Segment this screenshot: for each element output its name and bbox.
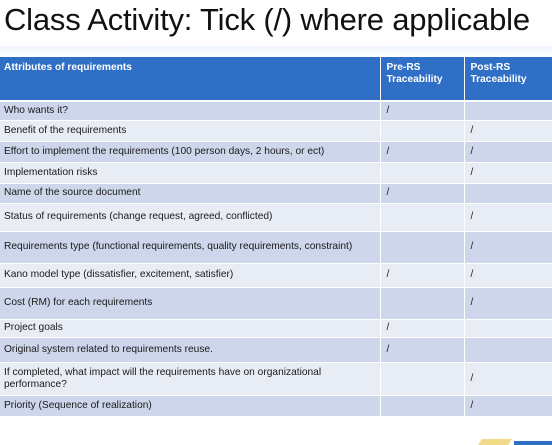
attribute-cell: Status of requirements (change request, … [0, 203, 381, 232]
attribute-cell: Name of the source document [0, 183, 381, 204]
pre-rs-tick: / [380, 263, 465, 288]
post-rs-tick: / [464, 395, 552, 417]
post-rs-tick [464, 183, 552, 204]
footer-accent-yellow [478, 439, 512, 445]
pre-rs-tick [380, 362, 465, 396]
requirements-table: Attributes of requirements Pre-RS Tracea… [0, 57, 552, 417]
attribute-cell: Priority (Sequence of realization) [0, 395, 381, 417]
post-rs-tick: / [464, 263, 552, 288]
attribute-cell: Implementation risks [0, 162, 381, 184]
pre-rs-tick [380, 395, 465, 417]
header-post-rs-line1: Post-RS [470, 62, 511, 73]
post-rs-tick [464, 337, 552, 363]
attribute-cell: Who wants it? [0, 101, 381, 121]
pre-rs-tick: / [380, 337, 465, 363]
post-rs-tick [464, 101, 552, 121]
post-rs-tick: / [464, 231, 552, 264]
attribute-cell: Kano model type (dissatisfier, excitemen… [0, 263, 381, 288]
attribute-cell: Original system related to requirements … [0, 337, 381, 363]
post-rs-tick: / [464, 162, 552, 184]
header-post-rs-line2: Traceability [470, 74, 527, 85]
header-pre-rs: Pre-RS Traceability [380, 57, 465, 102]
post-rs-tick: / [464, 203, 552, 232]
header-attributes: Attributes of requirements [0, 57, 381, 102]
attribute-cell: If completed, what impact will the requi… [0, 362, 381, 396]
attribute-cell: Cost (RM) for each requirements [0, 287, 381, 320]
pre-rs-tick: / [380, 183, 465, 204]
table-row: Cost (RM) for each requirements / [0, 287, 552, 320]
header-post-rs: Post-RS Traceability [464, 57, 552, 102]
table-row: Who wants it? / [0, 101, 552, 121]
table-row: Name of the source document / [0, 183, 552, 204]
post-rs-tick: / [464, 120, 552, 142]
attribute-cell: Effort to implement the requirements (10… [0, 141, 381, 163]
footer-decoration [478, 435, 552, 445]
pre-rs-tick [380, 120, 465, 142]
post-rs-tick: / [464, 287, 552, 320]
title-underline-decoration [0, 46, 552, 56]
table-row: Requirements type (functional requiremen… [0, 231, 552, 264]
table-row: Priority (Sequence of realization) / [0, 395, 552, 417]
table-header-row: Attributes of requirements Pre-RS Tracea… [0, 57, 552, 102]
post-rs-tick: / [464, 362, 552, 396]
slide-title: Class Activity: Tick (/) where applicabl… [4, 2, 530, 37]
pre-rs-tick [380, 231, 465, 264]
attribute-cell: Requirements type (functional requiremen… [0, 231, 381, 264]
header-pre-rs-line2: Traceability [386, 74, 443, 85]
pre-rs-tick [380, 162, 465, 184]
pre-rs-tick: / [380, 101, 465, 121]
table-row: Benefit of the requirements / [0, 120, 552, 142]
pre-rs-tick: / [380, 319, 465, 338]
table-row: Kano model type (dissatisfier, excitemen… [0, 263, 552, 288]
attribute-cell: Benefit of the requirements [0, 120, 381, 142]
table-row: Project goals / [0, 319, 552, 338]
table-row: If completed, what impact will the requi… [0, 362, 552, 396]
pre-rs-tick [380, 203, 465, 232]
table-row: Status of requirements (change request, … [0, 203, 552, 232]
pre-rs-tick: / [380, 141, 465, 163]
attribute-cell: Project goals [0, 319, 381, 338]
table-row: Implementation risks / [0, 162, 552, 184]
post-rs-tick [464, 319, 552, 338]
post-rs-tick: / [464, 141, 552, 163]
header-pre-rs-line1: Pre-RS [386, 62, 421, 73]
footer-accent-blue [514, 441, 552, 445]
table-row: Effort to implement the requirements (10… [0, 141, 552, 163]
table-row: Original system related to requirements … [0, 337, 552, 363]
pre-rs-tick [380, 287, 465, 320]
